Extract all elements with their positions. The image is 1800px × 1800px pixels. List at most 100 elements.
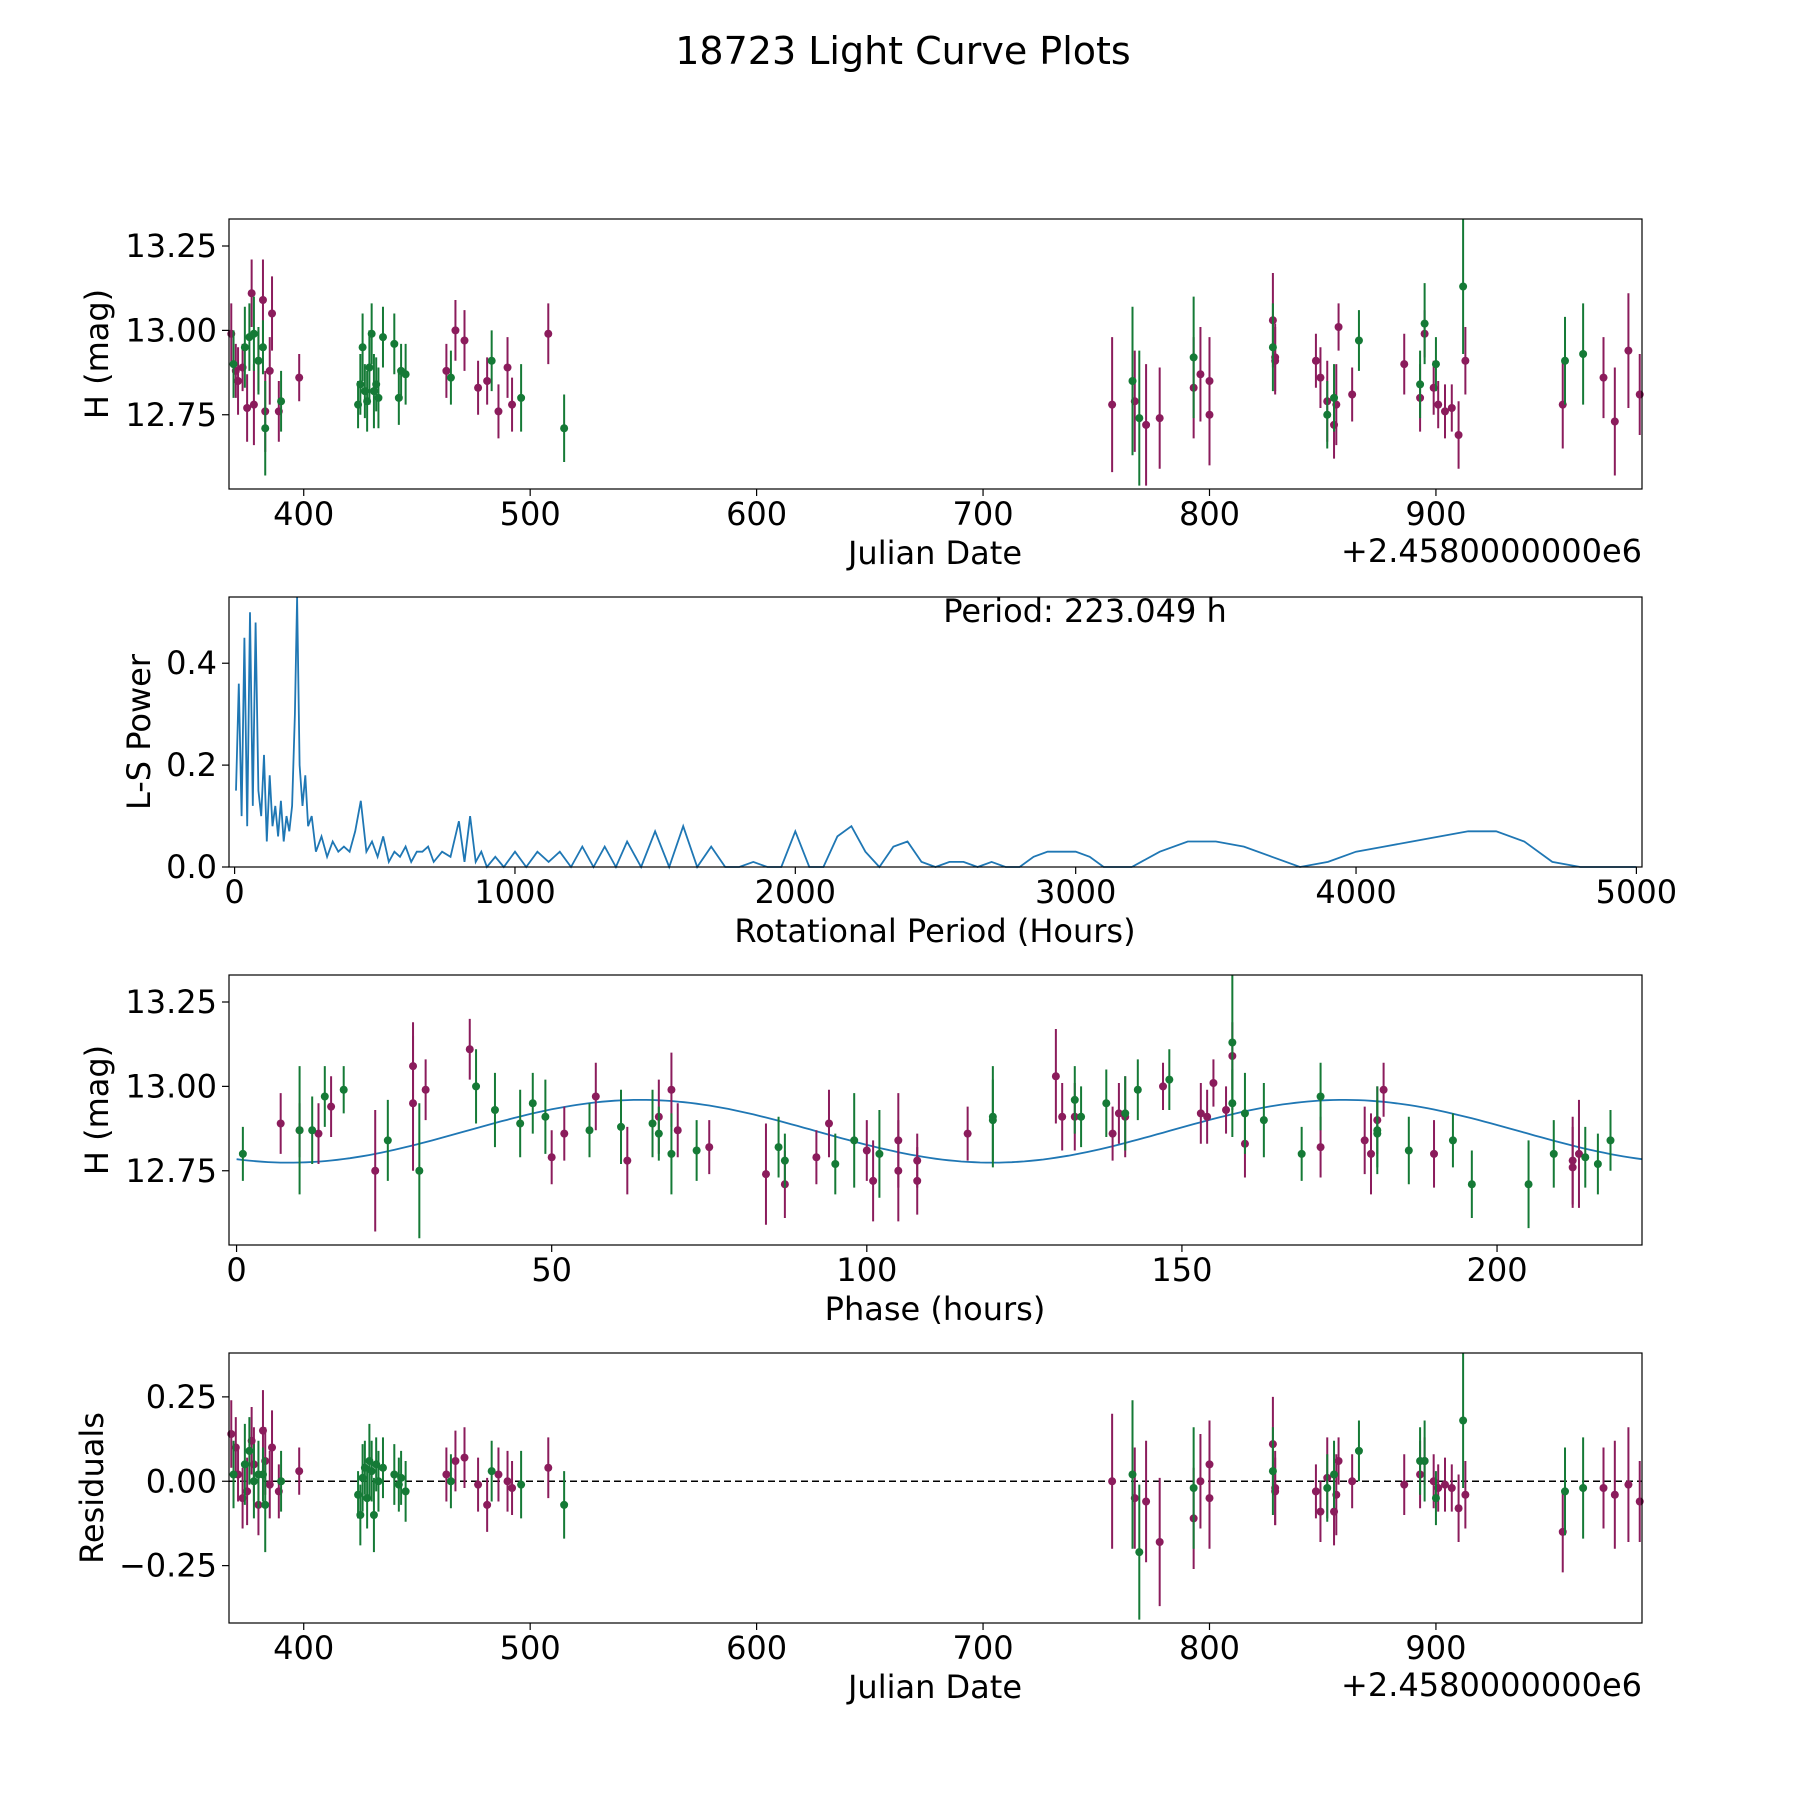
lightcurve-point bbox=[1447, 404, 1456, 412]
phased-point bbox=[1366, 1149, 1375, 1158]
lightcurve-point bbox=[451, 326, 460, 335]
lightcurve-point bbox=[446, 373, 455, 382]
phased-point bbox=[308, 1126, 317, 1135]
lightcurve-point bbox=[487, 356, 496, 365]
lightcurve-point bbox=[1108, 400, 1117, 409]
residuals-point bbox=[544, 1463, 553, 1472]
lightcurve-point bbox=[560, 424, 569, 433]
residuals-point bbox=[1205, 1460, 1214, 1469]
residuals-point bbox=[367, 1467, 376, 1476]
phased-point bbox=[869, 1176, 878, 1185]
lightcurve-point bbox=[1142, 420, 1151, 429]
lightcurve-point bbox=[1459, 282, 1468, 291]
lightcurve-point bbox=[378, 333, 387, 342]
periodogram-ylabel: L-S Power bbox=[120, 653, 158, 810]
periodogram-ytick-label: 0.4 bbox=[166, 644, 217, 682]
lightcurve-point bbox=[258, 343, 267, 352]
lightcurve-point bbox=[1599, 373, 1608, 382]
phased-point bbox=[894, 1136, 903, 1145]
lightcurve-point bbox=[367, 329, 376, 338]
phased-point bbox=[1165, 1075, 1174, 1084]
residuals-point bbox=[474, 1480, 483, 1489]
residuals-point bbox=[374, 1477, 383, 1486]
residuals-point bbox=[1447, 1484, 1456, 1492]
phased-point bbox=[654, 1129, 663, 1138]
lightcurve-point bbox=[261, 424, 270, 433]
phased-point bbox=[591, 1092, 600, 1101]
phased-point bbox=[1070, 1095, 1079, 1104]
residuals-point bbox=[1354, 1446, 1363, 1455]
residuals-point bbox=[268, 1443, 277, 1452]
residuals-point bbox=[1454, 1504, 1463, 1513]
lightcurve-panel: 400 500 600 700 800 900 12.75 13.00 13.25 Julian… bbox=[78, 218, 1644, 572]
lightcurve-point bbox=[234, 377, 243, 385]
lightcurve-point bbox=[1155, 414, 1164, 423]
phased-point bbox=[1574, 1149, 1583, 1158]
lightcurve-xtick-label: 600 bbox=[726, 495, 787, 533]
lightcurve-point bbox=[1431, 360, 1440, 369]
residuals-point bbox=[517, 1480, 526, 1489]
residuals-point bbox=[1579, 1484, 1588, 1492]
lightcurve-point bbox=[1128, 377, 1137, 385]
lightcurve-point bbox=[249, 400, 258, 409]
residuals-ytick-label: −0.25 bbox=[119, 1547, 217, 1585]
lightcurve-point bbox=[365, 363, 374, 372]
phased-point bbox=[1524, 1180, 1533, 1189]
lightcurve-point bbox=[1311, 356, 1320, 365]
phased-point bbox=[295, 1126, 304, 1135]
periodogram-xtick-label: 0 bbox=[224, 873, 244, 911]
phased-point bbox=[831, 1160, 840, 1168]
lightcurve-point bbox=[1420, 319, 1429, 328]
phased-point bbox=[623, 1156, 632, 1165]
phased-point bbox=[648, 1119, 657, 1128]
phased-xtick-label: 100 bbox=[836, 1251, 897, 1289]
residuals-point bbox=[1135, 1548, 1144, 1557]
phased-point bbox=[1568, 1156, 1577, 1165]
phased-panel: 0 50 100 150 200 12.75 13.00 13.25 Phase (hours… bbox=[78, 974, 1643, 1328]
periodogram-ytick-label: 0.2 bbox=[166, 746, 217, 784]
phased-point bbox=[327, 1102, 336, 1111]
residuals-marks bbox=[227, 1353, 1644, 1620]
lightcurve-point bbox=[508, 400, 517, 409]
phased-point bbox=[913, 1176, 922, 1185]
residuals-point bbox=[229, 1470, 238, 1479]
lightcurve-point bbox=[1348, 390, 1357, 399]
periodogram-ticks: 0 1000 2000 3000 4000 5000 0.0 0.2 0.4 bbox=[166, 644, 1677, 911]
residuals-point bbox=[508, 1484, 517, 1492]
phased-ylabel: H (mag) bbox=[78, 1045, 116, 1175]
lightcurve-point bbox=[483, 377, 492, 385]
phased-point bbox=[1121, 1109, 1130, 1118]
lightcurve-point bbox=[1624, 346, 1633, 355]
residuals-point bbox=[1459, 1416, 1468, 1425]
residuals-point bbox=[503, 1477, 512, 1486]
residuals-point bbox=[1311, 1487, 1320, 1496]
lightcurve-xlabel: Julian Date bbox=[846, 534, 1022, 572]
residuals-ytick-label: 0.25 bbox=[146, 1378, 217, 1416]
phased-point bbox=[667, 1149, 676, 1158]
lightcurve-point bbox=[1354, 336, 1363, 345]
phased-xlabel: Phase (hours) bbox=[825, 1290, 1046, 1328]
residuals-point bbox=[1316, 1507, 1325, 1516]
lightcurve-point bbox=[258, 296, 267, 304]
phased-model-curve bbox=[236, 1099, 1643, 1164]
lightcurve-point bbox=[358, 343, 367, 352]
lightcurve-point bbox=[1561, 356, 1570, 365]
phased-point bbox=[1108, 1129, 1117, 1138]
phased-point bbox=[1316, 1092, 1325, 1101]
phased-point bbox=[490, 1106, 499, 1114]
residuals-xtick-label: 900 bbox=[1405, 1629, 1466, 1667]
phased-point bbox=[1203, 1112, 1212, 1121]
phased-point bbox=[850, 1136, 859, 1145]
periodogram-xtick-label: 5000 bbox=[1596, 873, 1677, 911]
lightcurve-point bbox=[1135, 414, 1144, 423]
residuals-point bbox=[261, 1500, 270, 1509]
residuals-point bbox=[442, 1470, 451, 1479]
phased-point bbox=[465, 1045, 474, 1054]
phased-xtick-label: 200 bbox=[1467, 1251, 1528, 1289]
phased-ticks: 0 50 100 150 200 12.75 13.00 13.25 bbox=[125, 983, 1527, 1289]
lightcurve-point bbox=[1610, 417, 1619, 426]
residuals-point bbox=[460, 1453, 469, 1462]
phased-point bbox=[1228, 1038, 1237, 1047]
phased-point bbox=[774, 1143, 783, 1152]
